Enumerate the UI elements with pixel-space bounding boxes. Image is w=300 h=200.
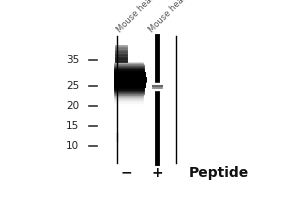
Text: −: − bbox=[120, 166, 132, 180]
Text: 20: 20 bbox=[66, 101, 79, 111]
Text: Mouse heart: Mouse heart bbox=[115, 0, 158, 35]
Text: 35: 35 bbox=[66, 55, 79, 65]
Text: +: + bbox=[152, 166, 163, 180]
Text: Mouse heart: Mouse heart bbox=[147, 0, 191, 35]
Text: 10: 10 bbox=[66, 141, 79, 151]
Text: 25: 25 bbox=[66, 81, 79, 91]
Text: 15: 15 bbox=[66, 121, 79, 131]
Text: Peptide: Peptide bbox=[189, 166, 249, 180]
